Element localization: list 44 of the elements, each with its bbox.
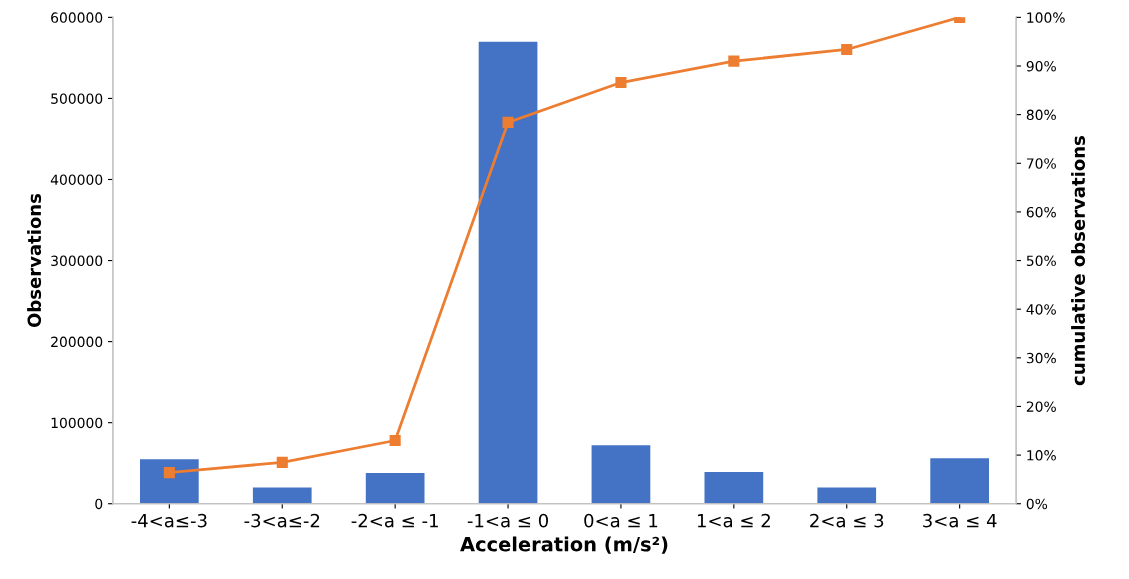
bar — [478, 41, 538, 504]
y-tick-label: 0 — [95, 498, 103, 510]
y2-tick-label: 30% — [1026, 352, 1056, 364]
point — [163, 467, 175, 479]
point — [389, 434, 401, 447]
bar — [365, 472, 425, 504]
y2-tick-label: 10% — [1027, 450, 1056, 461]
point — [615, 76, 627, 89]
x-tick-label: 2<a ≤ 3 — [810, 513, 884, 528]
x-axis-title: Acceleration (m/s²) — [460, 536, 668, 554]
bar — [252, 487, 312, 504]
y2-tick-label: 20% — [1026, 401, 1056, 412]
y2-tick-label: 40% — [1026, 304, 1056, 315]
x-tick-label: -3<a≤-2 — [244, 513, 320, 528]
x-tick-label: 0<a ≤ 1 — [584, 513, 658, 528]
x-tick-label: -1<a ≤ 0 — [467, 513, 548, 528]
y2-axis-title: cumulative observations — [1071, 136, 1086, 386]
y2-tick-label: 80% — [1026, 109, 1056, 121]
point — [502, 116, 514, 128]
bar — [140, 459, 199, 504]
y-axis-title: Observations — [27, 193, 42, 328]
y2-tick-label: 0% — [1026, 498, 1048, 510]
y-tick-label: 600000 — [51, 12, 103, 23]
y2-tick-label: 70% — [1026, 158, 1056, 169]
y-tick-label: 300000 — [51, 255, 103, 267]
bar — [817, 487, 877, 504]
bar — [704, 472, 764, 504]
x-tick-label: 3<a ≤ 4 — [923, 513, 997, 528]
y2-tick-label: 50% — [1026, 255, 1056, 267]
y-tick-label: 400000 — [50, 174, 103, 185]
point — [841, 43, 853, 56]
y-tick-label: 200000 — [51, 336, 103, 348]
x-tick-label: 1<a ≤ 2 — [697, 513, 770, 528]
y2-tick-label: 60% — [1026, 206, 1056, 218]
y2-tick-label: 100% — [1027, 12, 1065, 23]
x-tick-label: -2<a ≤ -1 — [351, 513, 438, 528]
point — [728, 55, 740, 67]
bar — [591, 445, 651, 504]
y-tick-label: 100000 — [51, 417, 103, 429]
y-tick-label: 500000 — [51, 93, 103, 104]
x-tick-label: -4<a≤-3 — [131, 513, 207, 528]
y2-tick-label: 90% — [1026, 60, 1056, 72]
bar — [930, 458, 989, 504]
point — [276, 456, 288, 468]
